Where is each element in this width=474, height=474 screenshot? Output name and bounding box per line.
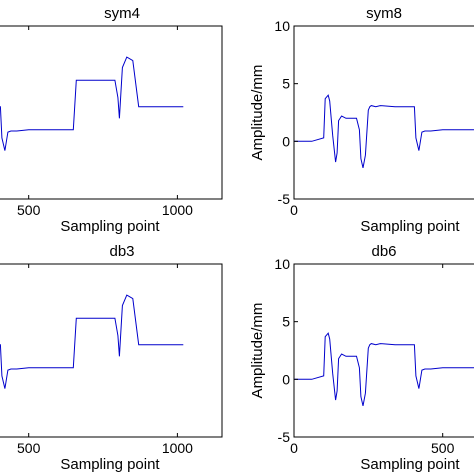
y-tick-label: 5: [282, 76, 290, 92]
series-line-0: [0, 56, 184, 151]
x-tick-label: 1000: [162, 440, 193, 456]
chart-title: db6: [371, 243, 396, 260]
y-tick-label: 0: [282, 133, 290, 149]
x-tick-label: 0: [290, 202, 298, 218]
x-axis-label: Sampling point: [60, 456, 160, 473]
x-axis-label: Sampling point: [360, 456, 460, 473]
x-tick-label: 500: [17, 440, 41, 456]
chart-panel-sym4: 05001000sym4Sampling point: [0, 5, 223, 235]
y-tick-label: 5: [282, 314, 290, 330]
y-axis-label: Amplitude/mm: [249, 303, 266, 399]
y-axis-label: Amplitude/mm: [249, 65, 266, 161]
chart-title: sym4: [104, 5, 140, 22]
plot-area: [0, 25, 223, 200]
chart-title: sym8: [366, 5, 402, 22]
x-tick-label: 500: [431, 440, 455, 456]
y-tick-label: -5: [278, 191, 291, 207]
plot-area: [0, 263, 223, 438]
x-tick-label: 0: [290, 440, 298, 456]
series-line-0: [0, 294, 184, 389]
x-tick-label: 1000: [162, 202, 193, 218]
chart-panel-db3: 05001000db3Sampling point: [0, 243, 223, 473]
series-line-0: [294, 332, 474, 407]
x-axis-label: Sampling point: [60, 218, 160, 235]
x-tick-label: 500: [17, 202, 41, 218]
y-tick-label: 0: [282, 371, 290, 387]
chart-title: db3: [109, 243, 134, 260]
y-tick-label: 10: [274, 256, 290, 272]
plot-area: [293, 263, 474, 438]
plot-area: [293, 25, 474, 200]
series-line-0: [294, 94, 474, 169]
x-axis-label: Sampling point: [360, 218, 460, 235]
y-tick-label: 10: [274, 18, 290, 34]
y-tick-label: -5: [278, 429, 291, 445]
